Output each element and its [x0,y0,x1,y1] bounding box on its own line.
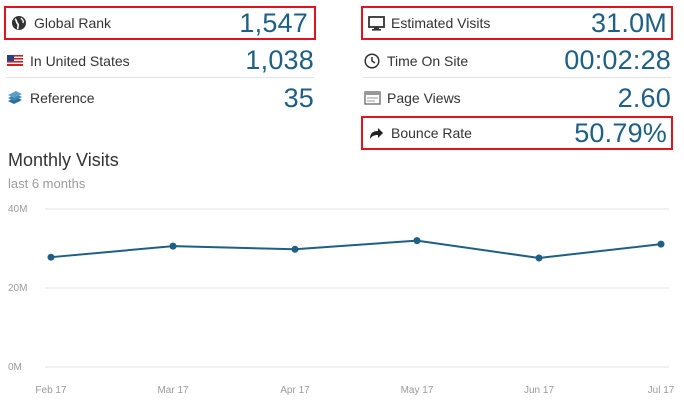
stat-value: 50.79% [574,117,667,148]
stat-label: Time On Site [387,52,469,69]
y-tick-label: 40M [8,204,27,215]
stat-bounce-rate: Bounce Rate 50.79% [361,116,673,150]
x-tick-label: Jul 17 [648,385,675,396]
page-icon [363,89,381,107]
data-point[interactable] [535,254,543,262]
stat-label: Estimated Visits [391,15,491,31]
books-icon [6,89,24,107]
series-line [50,239,662,259]
stat-in-united-states: In United States 1,038 [6,44,314,78]
x-tick-label: Mar 17 [157,385,189,396]
data-point[interactable] [657,240,665,248]
y-tick-label: 20M [8,283,27,294]
stat-label: Reference [30,90,95,106]
clock-icon [363,52,381,70]
stat-value: 35 [283,82,314,113]
monthly-visits-chart: 40M 20M 0M Feb 17 Mar 17 Apr 17 May 17 Jun 17 J… [8,204,675,396]
x-tick-label: Feb 17 [35,385,67,396]
stat-time-on-site: Time On Site 00:02:28 [363,44,671,78]
stat-value: 31.0M [590,7,667,38]
chart-subtitle: last 6 months [8,176,86,191]
x-tick-label: Jun 17 [524,385,554,396]
us-flag-icon [6,52,24,70]
stat-page-views: Page Views 2.60 [363,81,671,115]
stat-value: 1,547 [239,7,308,38]
stat-label: Global Rank [34,15,112,31]
stat-reference: Reference 35 [6,81,314,115]
chart-series [47,237,665,262]
stat-label: In United States [30,52,130,69]
x-tick-label: Apr 17 [280,385,310,396]
share-arrow-icon [367,124,385,142]
data-point[interactable] [47,253,55,261]
data-point[interactable] [413,237,421,245]
stat-label: Page Views [387,90,461,106]
stat-value: 1,038 [245,45,314,75]
stat-estimated-visits: Estimated Visits 31.0M [361,6,673,40]
chart-grid [45,208,669,368]
chart-title: Monthly Visits [8,150,119,170]
stat-global-rank: Global Rank 1,547 [4,6,316,40]
globe-icon [10,14,28,32]
stat-value: 00:02:28 [564,45,671,75]
data-point[interactable] [291,245,299,253]
stat-value: 2.60 [617,82,671,113]
stat-label: Bounce Rate [391,125,472,141]
x-axis: Feb 17 Mar 17 Apr 17 May 17 Jun 17 Jul 17 [35,385,674,396]
monitor-icon [367,14,385,32]
x-tick-label: May 17 [401,385,434,396]
data-point[interactable] [169,242,177,250]
y-axis: 40M 20M 0M [8,204,27,373]
y-tick-label: 0M [8,362,22,373]
